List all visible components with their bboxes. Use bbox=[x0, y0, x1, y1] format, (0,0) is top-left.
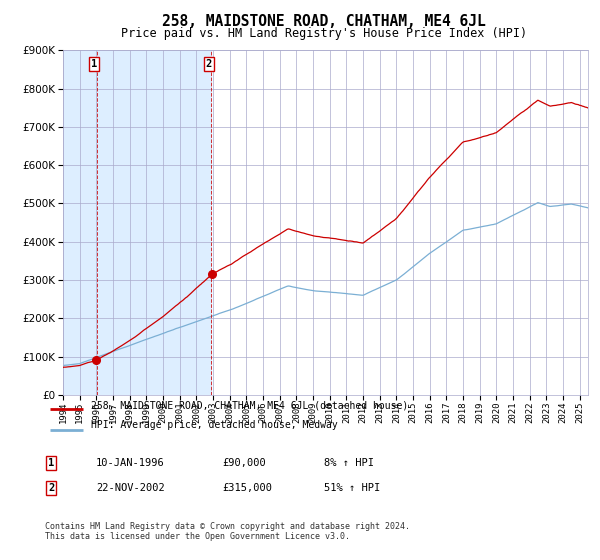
Text: £90,000: £90,000 bbox=[222, 458, 266, 468]
Text: 8% ↑ HPI: 8% ↑ HPI bbox=[324, 458, 374, 468]
Text: Price paid vs. HM Land Registry's House Price Index (HPI): Price paid vs. HM Land Registry's House … bbox=[121, 27, 527, 40]
Text: 22-NOV-2002: 22-NOV-2002 bbox=[96, 483, 165, 493]
Text: HPI: Average price, detached house, Medway: HPI: Average price, detached house, Medw… bbox=[91, 421, 338, 430]
Text: £315,000: £315,000 bbox=[222, 483, 272, 493]
Text: 51% ↑ HPI: 51% ↑ HPI bbox=[324, 483, 380, 493]
Text: Contains HM Land Registry data © Crown copyright and database right 2024.
This d: Contains HM Land Registry data © Crown c… bbox=[45, 522, 410, 542]
Text: 258, MAIDSTONE ROAD, CHATHAM, ME4 6JL: 258, MAIDSTONE ROAD, CHATHAM, ME4 6JL bbox=[162, 14, 486, 29]
Text: 258, MAIDSTONE ROAD, CHATHAM, ME4 6JL (detached house): 258, MAIDSTONE ROAD, CHATHAM, ME4 6JL (d… bbox=[91, 400, 408, 410]
Text: 1: 1 bbox=[91, 59, 97, 69]
Text: 2: 2 bbox=[48, 483, 54, 493]
Text: 2: 2 bbox=[206, 59, 212, 69]
Bar bbox=[63, 50, 211, 395]
Text: 10-JAN-1996: 10-JAN-1996 bbox=[96, 458, 165, 468]
Text: 1: 1 bbox=[48, 458, 54, 468]
